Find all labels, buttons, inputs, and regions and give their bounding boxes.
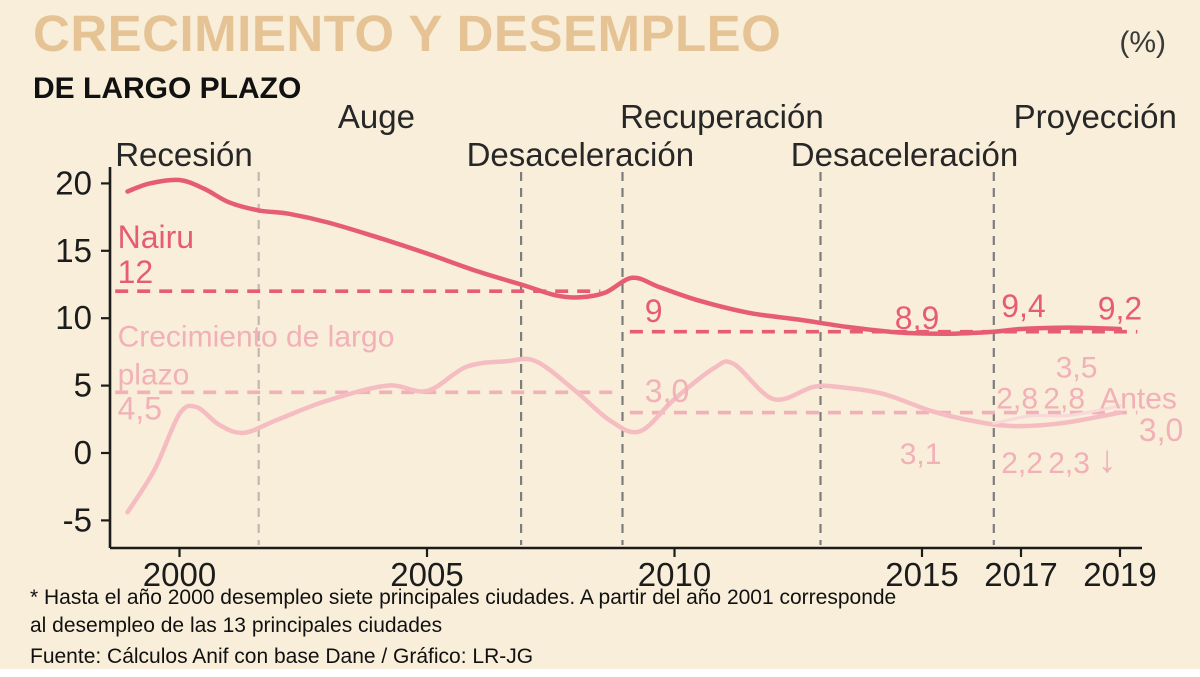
x-tick-label: 2010 [638, 556, 711, 593]
annotation-label: Nairu [118, 219, 194, 255]
annotation-label: 2,2 [1001, 447, 1043, 480]
y-tick-label: -5 [63, 501, 92, 538]
annotation-label: 3,0 [645, 373, 689, 409]
annotation-label: 3,5 [1056, 352, 1098, 385]
phase-label: Desaceleración [791, 136, 1018, 173]
x-tick-label: 2015 [885, 556, 958, 593]
series-crecimiento [125, 356, 1123, 515]
y-tick-label: 5 [74, 367, 92, 404]
phase-label: Desaceleración [467, 136, 694, 173]
y-tick-label: 0 [74, 434, 92, 471]
phase-label: Auge [338, 98, 415, 135]
annotation-label: ↓ [1098, 439, 1117, 481]
footnote-line2: al desempleo de las 13 principales ciuda… [30, 614, 443, 637]
x-tick-label: 2017 [984, 556, 1057, 593]
annotation-label: 9 [645, 293, 663, 329]
source-credit: Fuente: Cálculos Anif con base Dane / Gr… [30, 645, 534, 668]
page-title: CRECIMIENTO Y DESEMPLEO [33, 5, 782, 62]
phase-label: Proyección [1014, 98, 1177, 135]
annotation-label: 3,0 [1139, 412, 1183, 448]
annotation-label: 3,1 [900, 438, 942, 471]
annotation-label: 2,8 [1043, 383, 1085, 416]
annotation-label: 2,3 [1048, 447, 1090, 480]
annotation-label: 12 [118, 254, 154, 290]
annotation-label: plazo [118, 358, 190, 391]
annotation-label: 9,4 [1001, 288, 1045, 324]
y-tick-label: 10 [55, 299, 92, 336]
x-tick-label: 2019 [1083, 556, 1156, 593]
phase-label: Recuperación [620, 98, 824, 135]
annotation-label: Crecimiento de largo [118, 321, 395, 354]
x-tick-label: 2005 [390, 556, 463, 593]
footnote-line1: * Hasta el año 2000 desempleo siete prin… [30, 586, 897, 609]
y-tick-label: 20 [55, 164, 92, 201]
phase-label: Recesión [115, 136, 253, 173]
annotation-label: 8,9 [895, 300, 939, 336]
y-tick-label: 15 [55, 232, 92, 269]
annotation-label: 4,5 [118, 390, 162, 426]
unit-label: (%) [1119, 26, 1166, 59]
annotation-label: Antes [1100, 383, 1177, 416]
footnote: * Hasta el año 2000 desempleo siete prin… [30, 584, 896, 640]
series-antes [992, 404, 1122, 425]
annotation-label: 2,8 [996, 383, 1038, 416]
annotation-label: 9,2 [1098, 291, 1142, 327]
series-nairu [125, 177, 1123, 336]
page-subtitle: DE LARGO PLAZO [33, 72, 302, 105]
bottom-strip [0, 669, 1200, 677]
x-tick-label: 2000 [143, 556, 216, 593]
